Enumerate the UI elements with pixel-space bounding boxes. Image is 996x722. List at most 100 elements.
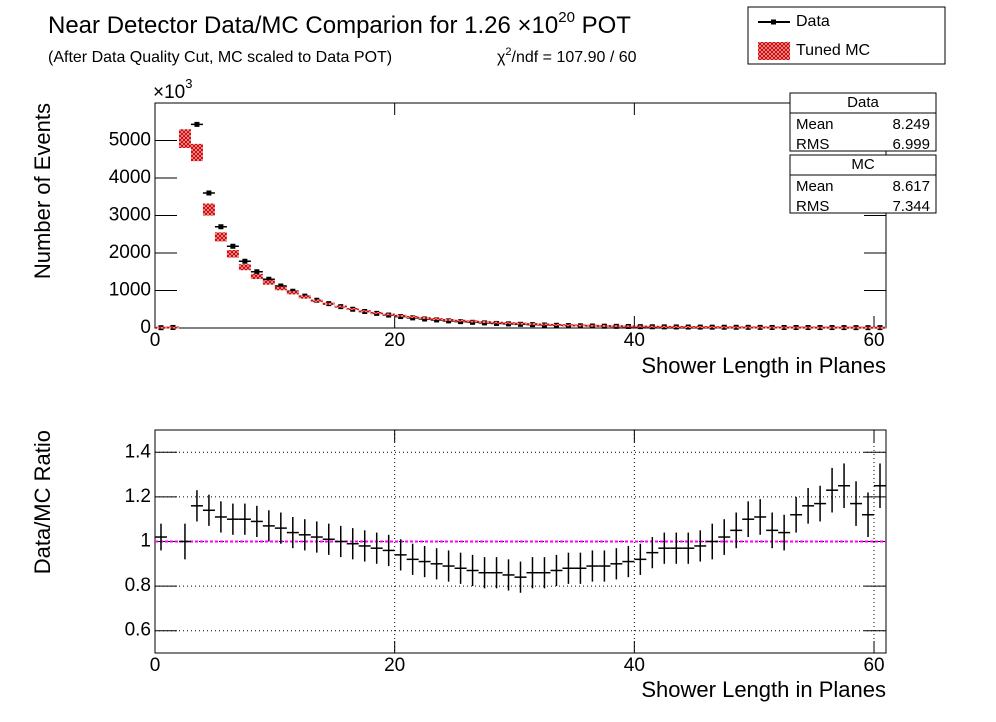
x-tick-label: 60 — [863, 655, 884, 676]
ratio-point — [466, 554, 479, 587]
y-tick-label: 0.8 — [125, 575, 151, 596]
ratio-point — [538, 557, 551, 589]
ratio-point — [298, 519, 311, 551]
marker — [242, 258, 248, 264]
stats-box — [789, 154, 937, 214]
marker — [278, 283, 284, 289]
ratio-point — [790, 496, 803, 533]
marker — [254, 269, 260, 275]
ratio-point — [178, 523, 191, 560]
x-tick-label: 40 — [624, 655, 645, 676]
ratio-point — [430, 548, 443, 580]
x-tick-label: 0 — [150, 330, 161, 351]
axis-multiplier: ×103 — [153, 76, 192, 103]
ratio-point — [358, 530, 371, 562]
mc-band — [682, 325, 695, 328]
ratio-point — [814, 485, 827, 522]
ratio-point — [850, 481, 863, 526]
mc-band — [838, 326, 851, 329]
mc-band — [778, 326, 791, 329]
stats-title: MC — [851, 156, 874, 173]
mc-band — [538, 323, 551, 326]
chi2: χ2/ndf = 107.90 / 60 — [497, 46, 637, 66]
ratio-point — [838, 463, 851, 509]
ratio-point — [418, 545, 431, 578]
data-point — [214, 224, 227, 230]
marker — [218, 224, 224, 230]
ratio-point — [586, 550, 599, 582]
mc-band — [370, 311, 383, 314]
ratio-point — [286, 516, 299, 549]
legend-swatch — [771, 19, 776, 25]
mc-band — [334, 305, 347, 308]
stats-box — [789, 92, 937, 152]
y-tick-label: 0.6 — [125, 620, 151, 641]
y-tick-label: 3000 — [109, 205, 151, 226]
x-tick-label: 20 — [384, 655, 405, 676]
mc-band — [634, 325, 647, 328]
mc-band — [694, 326, 707, 329]
ratio-point — [370, 532, 383, 564]
ratio-point — [202, 494, 215, 526]
ratio-point — [550, 554, 563, 587]
ratio-point — [574, 552, 587, 584]
y-tick-label: 2000 — [109, 242, 151, 263]
stats-value: 6.999 — [892, 136, 930, 153]
mc-band — [286, 291, 299, 295]
stats-value: 8.617 — [892, 178, 930, 195]
ratio-point — [754, 499, 767, 535]
ratio-point — [706, 523, 719, 560]
subtitle: (After Data Quality Cut, MC scaled to Da… — [48, 49, 392, 66]
mc-band — [250, 273, 263, 280]
data-point — [190, 121, 203, 127]
stats-label: Mean — [796, 178, 834, 195]
ratio-point — [694, 530, 707, 562]
y-tick-label: 0 — [140, 317, 151, 338]
mc-band — [826, 326, 839, 329]
mc-band — [790, 326, 803, 329]
mc-band — [646, 325, 659, 328]
data-point — [262, 276, 275, 282]
mc-band — [658, 325, 671, 328]
mc-band — [766, 326, 779, 329]
ratio-point — [862, 492, 875, 538]
ratio-point — [598, 550, 611, 582]
mc-band — [610, 325, 623, 328]
mc-band — [874, 326, 886, 329]
mc-band — [226, 250, 239, 258]
ratio-point — [670, 532, 683, 564]
mc-band — [742, 326, 755, 329]
ratio-point — [610, 548, 623, 580]
mc-band — [526, 323, 539, 326]
data-point — [274, 283, 287, 289]
ratio-point — [274, 512, 287, 544]
ratio-point — [682, 532, 695, 564]
mc-band — [862, 326, 875, 329]
stats-value: 8.249 — [892, 116, 930, 133]
mc-band — [550, 323, 563, 326]
mc-band — [298, 295, 311, 299]
mc-band — [562, 324, 575, 327]
data-point — [226, 243, 239, 249]
ratio-point — [454, 552, 467, 584]
y-axis-label: Number of Events — [30, 103, 55, 279]
mc-band — [454, 319, 467, 322]
ratio-point — [802, 487, 815, 524]
y-tick-label: 1000 — [109, 280, 151, 301]
data-point — [250, 269, 263, 275]
ratio-point — [778, 514, 791, 551]
mc-band — [166, 326, 179, 329]
ratio-point — [346, 528, 359, 560]
data-point — [202, 190, 215, 196]
mc-band — [418, 317, 431, 320]
mc-band — [850, 326, 863, 329]
mc-band — [490, 321, 503, 324]
ratio-point — [190, 490, 203, 522]
mc-band — [358, 310, 371, 313]
mc-band — [502, 322, 515, 325]
mc-band — [262, 280, 275, 285]
ratio-point — [214, 501, 227, 533]
ratio-point — [730, 512, 743, 549]
ratio-point — [490, 557, 503, 589]
x-tick-label: 0 — [150, 655, 161, 676]
